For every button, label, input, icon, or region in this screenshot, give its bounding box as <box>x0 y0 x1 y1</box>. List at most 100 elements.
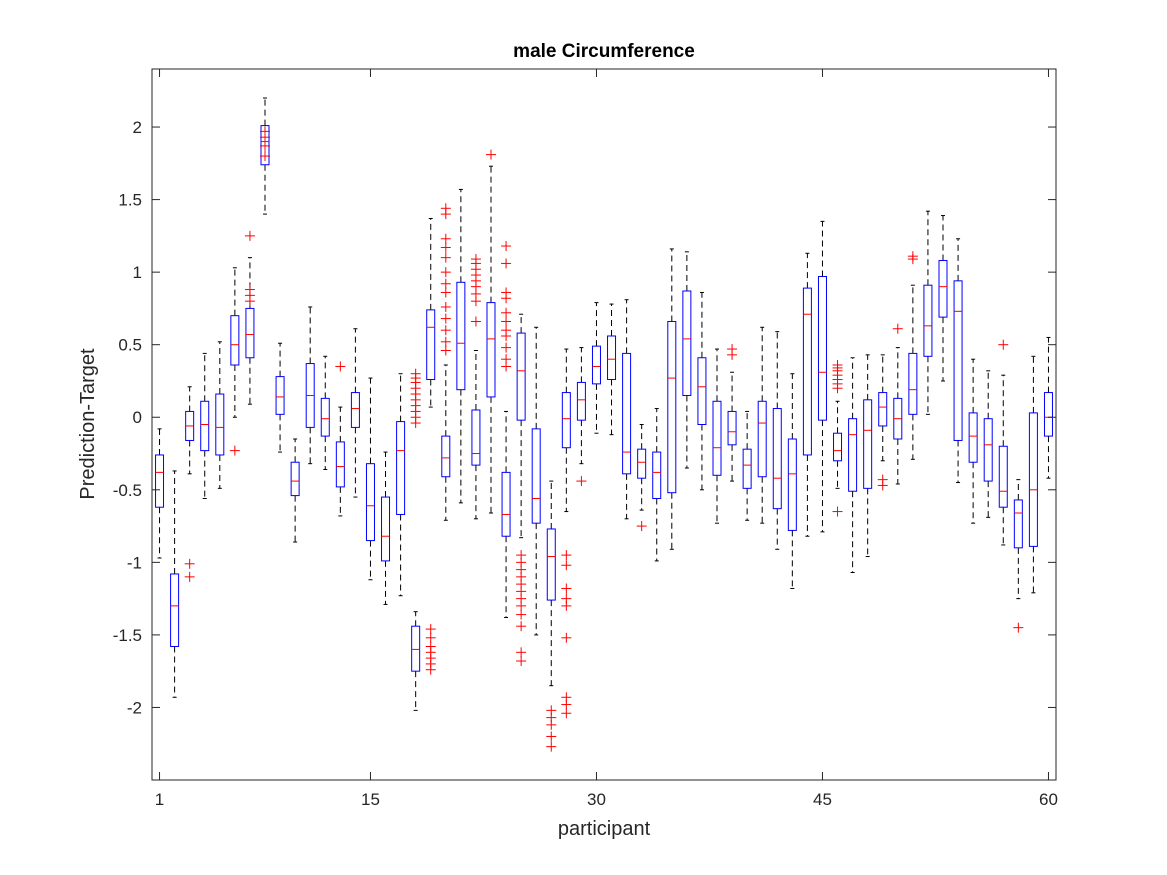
box-6 <box>229 267 240 456</box>
outlier-marker <box>892 323 903 334</box>
outlier-marker <box>440 345 451 356</box>
outlier-marker <box>440 313 451 324</box>
iqr-box <box>411 625 421 672</box>
iqr-box <box>426 309 436 381</box>
outlier-marker <box>470 316 481 327</box>
box-47 <box>848 357 858 574</box>
box-14 <box>350 328 360 498</box>
iqr-box <box>576 381 586 421</box>
box-32 <box>622 299 632 520</box>
iqr-box <box>501 471 511 537</box>
iqr-box <box>953 280 963 441</box>
outlier-marker <box>561 600 572 611</box>
outlier-marker <box>260 140 270 151</box>
x-axis-ticks: 1 15 30 45 60 <box>155 69 1058 809</box>
iqr-box <box>652 451 662 500</box>
iqr-box <box>998 445 1008 508</box>
iqr-box <box>863 399 873 489</box>
box-12 <box>320 355 330 470</box>
box-23 <box>486 149 496 514</box>
outlier-marker <box>440 233 451 244</box>
box-44 <box>802 252 812 537</box>
x-axis-label: participant <box>558 818 651 840</box>
iqr-box <box>561 392 571 449</box>
box-3 <box>184 386 195 582</box>
box-57 <box>998 339 1009 546</box>
iqr-box <box>381 496 391 562</box>
outlier-marker <box>440 336 451 347</box>
box-37 <box>697 291 707 491</box>
y-tick-label: 0.5 <box>118 336 142 355</box>
outlier-marker <box>877 480 888 491</box>
box-15 <box>365 377 375 581</box>
outlier-marker <box>501 316 512 327</box>
outlier-marker <box>440 301 451 312</box>
iqr-box <box>260 125 270 166</box>
outlier-marker <box>184 558 195 569</box>
outlier-marker <box>832 383 843 394</box>
outlier-marker <box>440 209 451 220</box>
box-41 <box>757 326 767 524</box>
box-4 <box>200 352 210 500</box>
box-55 <box>968 358 978 524</box>
x-tick-label: 60 <box>1039 790 1058 809</box>
box-31 <box>607 303 617 436</box>
iqr-box <box>441 435 451 478</box>
iqr-box <box>1043 392 1053 437</box>
outlier-marker <box>501 361 512 372</box>
outlier-marker <box>561 632 572 643</box>
outlier-marker <box>561 699 572 710</box>
box-46 <box>832 360 843 517</box>
box-30 <box>591 302 601 434</box>
y-tick-label: -1 <box>127 553 142 572</box>
box-17 <box>396 373 406 597</box>
outlier-marker <box>440 278 451 289</box>
iqr-box <box>697 357 707 425</box>
x-tick-label: 15 <box>361 790 380 809</box>
box-43 <box>787 373 797 589</box>
outlier-marker <box>440 242 451 253</box>
box-58 <box>1013 479 1024 633</box>
box-10 <box>290 438 300 543</box>
y-tick-label: -1.5 <box>113 626 142 645</box>
box-52 <box>923 210 933 415</box>
y-tick-label: 0 <box>133 408 142 427</box>
boxes-group <box>155 97 1053 752</box>
outlier-marker <box>260 151 270 162</box>
y-tick-label: -2 <box>127 698 142 717</box>
outlier-marker <box>546 741 557 752</box>
outlier-marker <box>501 258 512 269</box>
box-54 <box>953 238 963 484</box>
iqr-box <box>667 320 677 494</box>
outlier-marker <box>546 719 557 730</box>
iqr-box <box>365 463 375 542</box>
box-27 <box>546 480 557 752</box>
outlier-marker <box>440 325 451 336</box>
outlier-marker <box>561 550 572 561</box>
y-axis-label: Prediction-Target <box>77 348 99 500</box>
outlier-marker <box>501 342 512 353</box>
box-18 <box>410 368 421 711</box>
iqr-box <box>230 315 240 366</box>
iqr-box <box>350 392 360 428</box>
outlier-marker <box>1013 622 1024 633</box>
iqr-box <box>968 412 978 463</box>
box-39 <box>727 344 738 482</box>
iqr-box <box>983 418 993 482</box>
iqr-box <box>607 335 617 381</box>
box-20 <box>440 203 451 521</box>
iqr-box <box>908 352 918 415</box>
outlier-marker <box>440 287 451 298</box>
box-49 <box>877 354 888 491</box>
outlier-marker <box>440 267 451 278</box>
outlier-marker <box>636 521 647 532</box>
box-2 <box>170 470 180 698</box>
box-36 <box>682 251 692 469</box>
outlier-marker <box>244 284 255 295</box>
y-tick-label: 1.5 <box>118 191 142 210</box>
y-tick-label: 1 <box>133 263 142 282</box>
box-26 <box>531 326 541 636</box>
box-19 <box>425 217 436 675</box>
outlier-marker <box>546 731 557 742</box>
